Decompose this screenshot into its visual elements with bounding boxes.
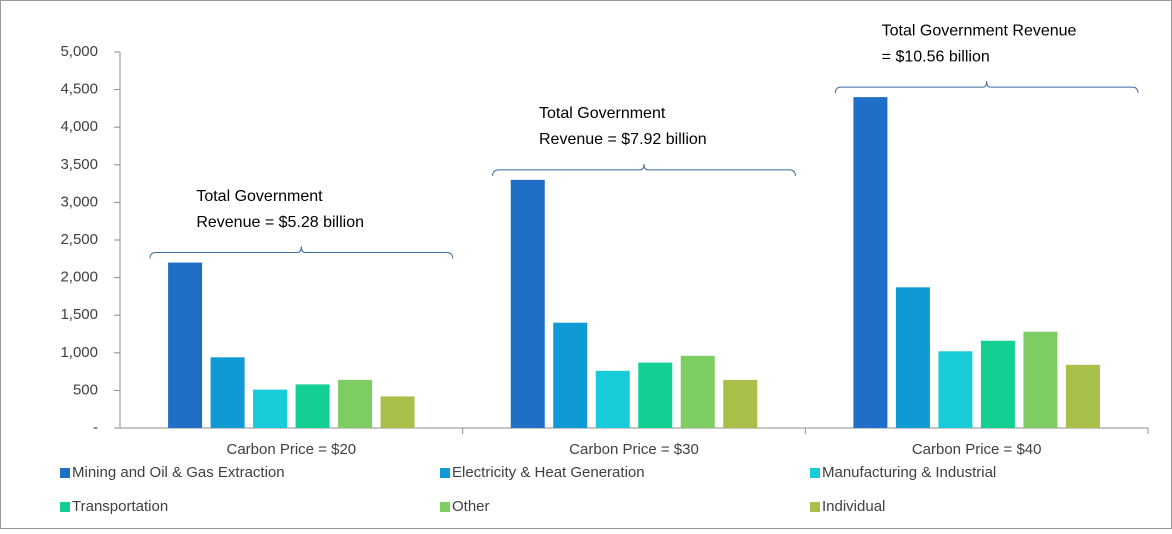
- bar: [553, 322, 588, 428]
- y-tick-label: -: [93, 419, 98, 436]
- annotation: Revenue = $5.28 billion: [196, 214, 364, 231]
- y-tick-label: 3,000: [60, 193, 98, 210]
- legend-label: Manufacturing & Industrial: [822, 464, 996, 481]
- bar: [1065, 364, 1100, 428]
- annotation: Revenue = $7.92 billion: [539, 131, 707, 148]
- legend-swatch: [440, 468, 450, 478]
- y-tick-label: 1,500: [60, 306, 98, 323]
- bar: [253, 389, 288, 428]
- annotation: Total Government: [539, 105, 666, 122]
- bar: [723, 379, 758, 428]
- brace: [492, 163, 796, 176]
- bar: [338, 379, 373, 428]
- y-tick-label: 2,500: [60, 231, 98, 248]
- bar: [595, 370, 630, 428]
- bar: [210, 357, 245, 428]
- y-tick-label: 3,500: [60, 156, 98, 173]
- y-tick-label: 1,000: [60, 344, 98, 361]
- legend-swatch: [810, 502, 820, 512]
- x-tick-label: Carbon Price = $30: [569, 441, 699, 458]
- legend-label: Individual: [822, 498, 885, 515]
- bar: [680, 355, 715, 428]
- x-tick-label: Carbon Price = $20: [226, 441, 356, 458]
- legend-label: Mining and Oil & Gas Extraction: [72, 464, 285, 481]
- bar: [638, 362, 673, 428]
- bar: [980, 340, 1015, 428]
- legend-swatch: [60, 468, 70, 478]
- legend-swatch: [810, 468, 820, 478]
- legend-swatch: [440, 502, 450, 512]
- brace: [834, 81, 1139, 94]
- x-tick-label: Carbon Price = $40: [912, 441, 1042, 458]
- annotation: = $10.56 billion: [882, 48, 990, 65]
- annotation: Total Government: [196, 188, 323, 205]
- bar: [380, 396, 415, 428]
- y-tick-label: 4,000: [60, 118, 98, 135]
- bar: [295, 384, 330, 428]
- bar: [168, 262, 203, 428]
- bar: [1023, 331, 1058, 428]
- legend-label: Transportation: [72, 498, 168, 515]
- annotation: Total Government Revenue: [882, 22, 1077, 39]
- y-tick-label: 2,000: [60, 269, 98, 286]
- legend-swatch: [60, 502, 70, 512]
- bar: [895, 287, 930, 428]
- bar: [853, 97, 888, 429]
- legend-label: Electricity & Heat Generation: [452, 464, 645, 481]
- y-tick-label: 4,500: [60, 81, 98, 98]
- bar: [938, 351, 973, 428]
- y-tick-label: 5,000: [60, 43, 98, 60]
- legend-label: Other: [452, 498, 490, 515]
- y-tick-label: 500: [73, 381, 98, 398]
- bar: [510, 179, 545, 428]
- brace: [149, 246, 454, 259]
